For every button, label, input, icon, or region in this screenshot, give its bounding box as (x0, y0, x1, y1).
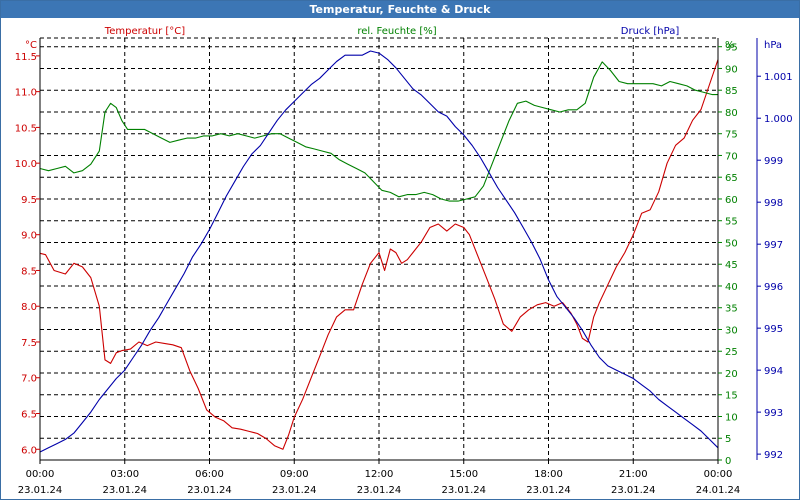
humidity-tick-label: 55 (725, 217, 738, 228)
temperature-tick-label: 8.0 (21, 302, 37, 313)
x-tick-time-label: 00:00 (704, 469, 733, 480)
humidity-tick-label: 25 (725, 347, 738, 358)
x-tick-time-label: 12:00 (365, 469, 394, 480)
x-tick-date-label: 23.01.24 (611, 485, 656, 496)
pressure-tick-label: 997 (764, 240, 783, 251)
humidity-tick-label: 15 (725, 391, 738, 402)
humidity-tick-label: 60 (725, 195, 738, 206)
humidity-tick-label: 5 (725, 434, 731, 445)
pressure-tick-label: 993 (764, 408, 783, 419)
temperature-tick-label: 9.5 (21, 195, 37, 206)
pressure-series-title: Druck [hPa] (621, 26, 680, 37)
pressure-tick-label: 1.000 (764, 114, 793, 125)
x-tick-date-label: 23.01.24 (441, 485, 486, 496)
temperature-tick-label: 11.0 (15, 88, 37, 99)
humidity-tick-label: 95 (725, 43, 738, 54)
humidity-tick-label: 40 (725, 282, 738, 293)
pressure-tick-label: 998 (764, 198, 783, 209)
temperature-tick-label: 7.0 (21, 374, 37, 385)
pressure-tick-label: 995 (764, 324, 783, 335)
x-tick-time-label: 03:00 (110, 469, 139, 480)
pressure-unit-label: hPa (764, 40, 782, 51)
temperature-tick-label: 10.5 (15, 123, 37, 134)
pressure-tick-label: 999 (764, 156, 783, 167)
x-tick-date-label: 23.01.24 (357, 485, 402, 496)
grid (40, 38, 718, 460)
humidity-tick-label: 90 (725, 64, 738, 75)
humidity-tick-label: 80 (725, 108, 738, 119)
pressure-tick-label: 996 (764, 282, 783, 293)
humidity-tick-label: 30 (725, 325, 738, 336)
series-lines (39, 50, 719, 453)
x-tick-time-label: 09:00 (280, 469, 309, 480)
humidity-tick-label: 35 (725, 304, 738, 315)
temperature-tick-label: 6.0 (21, 445, 37, 456)
temperature-series-title: Temperatur [°C] (104, 26, 185, 37)
temperature-tick-label: 8.5 (21, 266, 37, 277)
x-tick-time-label: 21:00 (619, 469, 648, 480)
x-tick-date-label: 23.01.24 (526, 485, 571, 496)
temperature-line (39, 59, 719, 450)
temperature-tick-label: 9.0 (21, 231, 37, 242)
temperature-tick-label: 11.5 (15, 52, 37, 63)
temperature-tick-label: 7.5 (21, 338, 37, 349)
temperature-tick-label: 6.5 (21, 410, 37, 421)
humidity-unit-label: % (725, 40, 735, 51)
humidity-tick-label: 0 (725, 456, 731, 467)
x-tick-time-label: 18:00 (534, 469, 563, 480)
humidity-tick-label: 20 (725, 369, 738, 380)
axes (36, 37, 761, 464)
x-tick-date-label: 23.01.24 (102, 485, 147, 496)
x-tick-time-label: 00:00 (26, 469, 55, 480)
humidity-tick-label: 45 (725, 260, 738, 271)
pressure-tick-label: 1.001 (764, 72, 793, 83)
x-tick-time-label: 15:00 (449, 469, 478, 480)
humidity-tick-label: 75 (725, 130, 738, 141)
humidity-tick-label: 70 (725, 151, 738, 162)
humidity-tick-label: 10 (725, 412, 738, 423)
humidity-tick-label: 85 (725, 86, 738, 97)
x-tick-date-label: 23.01.24 (18, 485, 63, 496)
x-tick-date-label: 24.01.24 (696, 485, 741, 496)
x-tick-date-label: 23.01.24 (187, 485, 232, 496)
temperature-unit-label: °C (25, 40, 37, 51)
pressure-line (39, 50, 719, 453)
x-tick-time-label: 06:00 (195, 469, 224, 480)
x-tick-date-label: 23.01.24 (272, 485, 317, 496)
humidity-series-title: rel. Feuchte [%] (357, 26, 436, 37)
window-title: Temperatur, Feuchte & Druck (1, 1, 799, 18)
humidity-tick-label: 50 (725, 238, 738, 249)
temperature-tick-label: 10.0 (15, 159, 37, 170)
pressure-tick-label: 992 (764, 450, 783, 461)
humidity-line (39, 61, 718, 202)
pressure-tick-label: 994 (764, 366, 783, 377)
tick-labels: 6.0 6.5 7.0 7.5 8.0 8.5 9.0 9.5 10.0 10.5 11.0 11.5… (15, 43, 793, 496)
humidity-tick-label: 65 (725, 173, 738, 184)
